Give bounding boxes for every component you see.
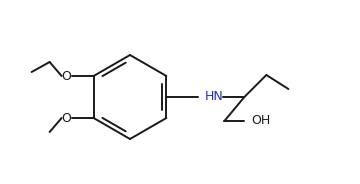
Text: O: O xyxy=(62,112,72,125)
Text: O: O xyxy=(62,70,72,82)
Text: OH: OH xyxy=(251,114,271,128)
Text: HN: HN xyxy=(205,91,224,103)
